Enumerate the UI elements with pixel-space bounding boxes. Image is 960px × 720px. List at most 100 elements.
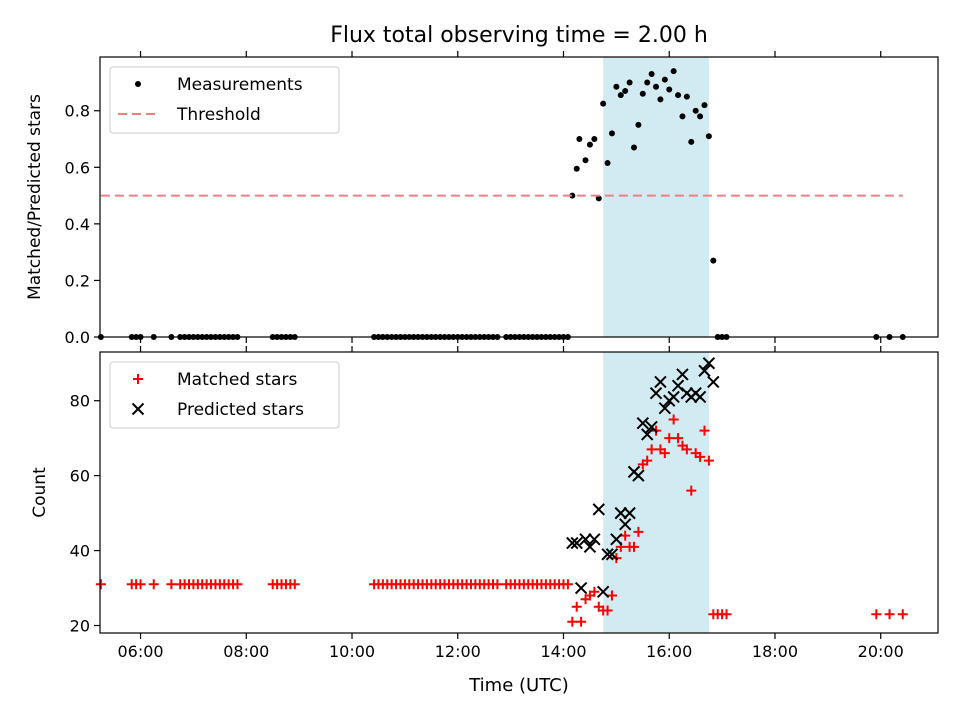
legend-measurement-swatch [135,81,141,87]
measurement-point [710,257,717,264]
predicted-stars-point [583,540,597,554]
axes-frame [99,351,939,634]
measurement-point [639,90,646,97]
predicted-stars-point [632,469,645,482]
matched-stars-point [871,609,882,620]
x-tick-label: 14:00 [540,642,586,661]
matched-stars-point [646,444,657,455]
matched-stars-point [703,455,714,466]
measurement-point [604,160,611,167]
measurement-point [705,133,712,140]
axes-frame [99,56,939,338]
legend-label: Predicted stars [177,400,304,420]
y-axis-label: Matched/Predicted stars [25,94,45,300]
measurement-point [666,86,673,93]
predicted-stars-point [614,506,627,520]
y-tick-label: 0.0 [65,328,90,347]
matched-stars-point [135,579,146,590]
measurement-point [653,83,660,90]
predicted-stars-point [658,401,672,415]
matched-stars-point [571,601,582,612]
measurement-point [630,144,637,151]
predicted-stars-point [707,375,720,389]
matched-stars-point [492,579,503,590]
measurement-point [569,192,576,199]
measurement-point [688,138,695,145]
top-panel: 0.0 0.2 0.4 0.6 0.8 Matched/Predicted stars Me… [25,51,939,347]
matched-stars-point [232,579,243,590]
predicted-stars-point [596,585,610,598]
measurement-point [697,113,704,120]
matched-stars-point [721,609,732,620]
x-tick-label: 12:00 [435,642,481,661]
measurement-point [679,113,686,120]
measurement-point [622,87,629,94]
measurement-point [661,76,668,83]
matched-stars-point [166,579,177,590]
predicted-stars-point [636,416,650,430]
predicted-stars-point [649,387,663,400]
matched-stars-point [681,444,692,455]
chart-title: Flux total observing time = 2.00 h [330,23,708,48]
measurement-point [613,83,620,90]
predicted-stars-point [623,506,636,520]
measurement-point [600,100,607,107]
predicted-stars-point [579,533,592,546]
observing-window-span [603,57,709,337]
measurement-point [576,136,583,143]
y-tick-label: 80 [70,392,90,411]
predicted-stars-point [601,548,614,561]
matched-stars-point [606,590,617,601]
predicted-stars-point [592,503,605,516]
predicted-stars-point [588,533,601,546]
predicted-stars-point [698,364,711,377]
measurement-point [644,79,651,86]
measurement-point [626,79,633,86]
measurement-point [683,93,690,100]
predicted-stars-point [618,518,632,531]
predicted-stars-point [676,368,689,381]
y-tick-label: 0.2 [65,271,90,290]
measurement-point [635,121,642,128]
x-tick-label: 10:00 [329,642,375,661]
predicted-stars-point [693,390,707,404]
predicted-stars-point [702,357,716,370]
y-tick-label: 60 [70,467,90,486]
legend-label: Matched stars [177,370,297,390]
matched-stars-point [567,616,578,627]
matched-stars-point [673,433,684,444]
measurement-point [692,107,699,114]
matched-stars-point [884,609,895,620]
legend-box [109,361,340,429]
matched-stars-point [589,586,600,597]
measurement-point [648,70,655,77]
y-tick-label: 0.4 [65,215,90,234]
bottom-panel: 06:00 08:00 10:00 12:00 14:00 16:00 18:00 20:00… [30,346,939,661]
matched-stars-point [602,605,613,616]
matched-stars-point [289,579,300,590]
y-tick-label: 0.8 [65,102,90,121]
matched-stars-point [628,541,639,552]
x-tick-label: 06:00 [117,642,163,661]
measurement-point [675,92,682,99]
matched-stars-point [695,451,706,462]
measurement-point [670,68,677,75]
matched-stars-point [620,530,631,541]
measurement-point [586,141,593,148]
legend-matched-swatch [133,374,143,384]
measurement-point [701,102,708,109]
measurement-point [582,157,589,164]
x-tick-label: 18:00 [752,642,798,661]
matched-stars-point [664,433,675,444]
legend-box [109,66,340,134]
matched-stars-point [642,455,653,466]
predicted-stars-point [605,548,619,561]
x-axis-label: Time (UTC) [468,675,569,696]
predicted-stars-point [574,581,588,595]
y-axis-label: Count [30,467,50,518]
matched-stars-point [699,425,710,436]
y-tick-label: 0.6 [65,158,90,177]
predicted-stars-point [570,536,583,550]
matched-stars-point [897,609,908,620]
